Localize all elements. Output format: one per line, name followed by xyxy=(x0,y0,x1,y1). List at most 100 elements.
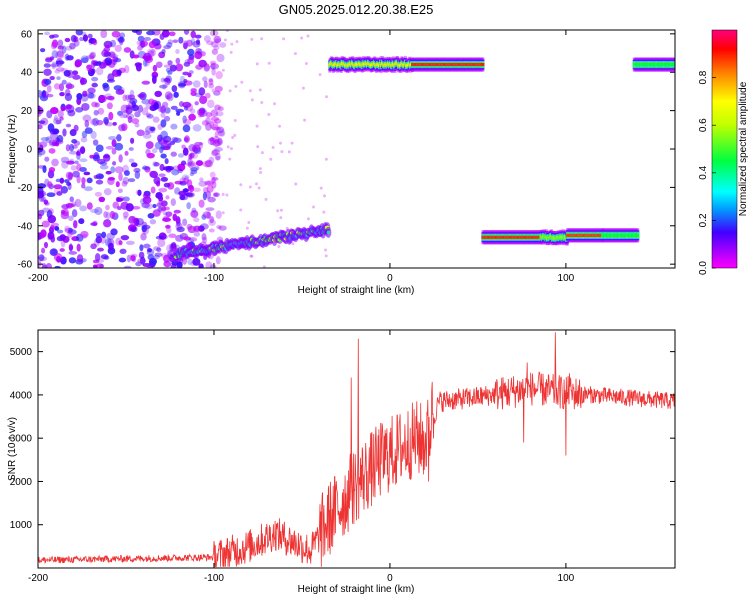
heatmap-cell xyxy=(143,36,151,41)
heatmap-cell xyxy=(247,220,251,224)
heatmap-cell xyxy=(303,118,307,122)
heatmap-cell xyxy=(181,174,190,180)
heatmap-cell xyxy=(55,60,65,65)
heatmap-cell xyxy=(137,45,143,51)
heatmap-cell xyxy=(205,261,213,268)
heatmap-cell xyxy=(127,116,133,124)
heatmap-cell xyxy=(312,205,316,209)
heatmap-cell xyxy=(190,210,199,218)
heatmap-cell xyxy=(200,51,206,57)
heatmap-cell xyxy=(51,39,59,48)
heatmap-cell xyxy=(102,153,111,162)
heatmap-cell xyxy=(187,160,197,169)
heatmap-cell xyxy=(262,265,266,268)
heatmap-cell xyxy=(326,230,330,235)
heatmap-cell xyxy=(214,146,223,152)
figure-title: GN05.2025.012.20.38.E25 xyxy=(279,2,434,17)
heatmap-cell xyxy=(481,62,485,67)
heatmap-cell xyxy=(76,254,84,263)
heatmap-cell xyxy=(137,258,147,264)
spectrogram-ylabel: Frequency (Hz) xyxy=(7,115,18,184)
heatmap-cell xyxy=(130,137,135,144)
heatmap-cell xyxy=(112,121,117,126)
heatmap-cell xyxy=(294,182,298,186)
heatmap-cell xyxy=(118,154,123,163)
heatmap-cell xyxy=(125,106,133,115)
heatmap-cell xyxy=(82,34,89,42)
heatmap-cell xyxy=(202,186,209,194)
heatmap-cell xyxy=(210,63,220,70)
heatmap-cell xyxy=(205,207,215,212)
heatmap-cell xyxy=(186,162,195,167)
heatmap-cell xyxy=(62,128,67,137)
heatmap-cell xyxy=(193,217,200,223)
heatmap-cell xyxy=(171,169,180,176)
heatmap-cell xyxy=(90,118,98,126)
heatmap-cell xyxy=(175,63,184,72)
spectrogram-ytick-label: -40 xyxy=(18,221,33,232)
heatmap-cell xyxy=(80,93,89,102)
snr-xlabel: Height of straight line (km) xyxy=(298,584,415,595)
heatmap-cell xyxy=(290,141,294,145)
heatmap-cell xyxy=(68,257,77,264)
heatmap-cell xyxy=(92,39,98,46)
heatmap-cell xyxy=(39,141,48,148)
heatmap-cell xyxy=(147,50,155,58)
heatmap-cell xyxy=(91,82,98,88)
heatmap-cell xyxy=(38,183,47,189)
heatmap-cell xyxy=(55,137,60,142)
heatmap-cell xyxy=(183,42,188,50)
heatmap-cell xyxy=(146,30,156,36)
heatmap-cell xyxy=(137,35,145,42)
heatmap-cell xyxy=(214,104,221,111)
heatmap-cell xyxy=(42,207,51,213)
heatmap-cell xyxy=(192,40,201,48)
heatmap-cell xyxy=(57,45,64,50)
heatmap-cell xyxy=(60,106,67,111)
heatmap-cell xyxy=(255,124,259,128)
heatmap-cell xyxy=(47,233,52,241)
heatmap-cell xyxy=(113,58,122,63)
heatmap-cell xyxy=(214,138,224,147)
heatmap-cell xyxy=(91,101,98,108)
heatmap-cell xyxy=(114,44,122,53)
heatmap-cell xyxy=(155,235,164,240)
heatmap-cell xyxy=(59,234,66,241)
heatmap-cell xyxy=(60,156,70,163)
heatmap-cell xyxy=(206,185,214,193)
heatmap-cell xyxy=(53,115,58,122)
heatmap-cell xyxy=(287,150,291,154)
heatmap-cell xyxy=(161,30,170,38)
heatmap-cell xyxy=(84,186,93,192)
heatmap-cell xyxy=(258,88,262,92)
heatmap-cell xyxy=(209,216,215,224)
heatmap-cell xyxy=(211,176,219,181)
heatmap-cell xyxy=(50,225,55,230)
heatmap-cell xyxy=(148,257,157,266)
heatmap-cell xyxy=(301,86,305,90)
heatmap-cell xyxy=(73,124,79,132)
heatmap-cell xyxy=(183,30,190,35)
heatmap-cell xyxy=(179,180,187,186)
heatmap-cell xyxy=(87,92,95,99)
heatmap-cell xyxy=(230,42,234,46)
heatmap-cell xyxy=(260,100,264,104)
colorbar: 0.0 0.2 0.4 0.6 0.8 Normalized spectral ampl… xyxy=(698,29,749,275)
heatmap-cell xyxy=(214,38,222,43)
heatmap-cell xyxy=(79,205,88,212)
heatmap-cell xyxy=(134,111,141,118)
heatmap-cell xyxy=(57,110,64,118)
heatmap-cell xyxy=(182,188,190,193)
heatmap-cell xyxy=(169,64,177,72)
heatmap-cell xyxy=(122,164,129,174)
heatmap-cell xyxy=(171,136,179,143)
heatmap-cell xyxy=(61,79,67,85)
heatmap-cell xyxy=(209,120,215,129)
snr-ticks: -200 -100 0 100 1000 2000 3000 4000 5000 xyxy=(10,330,675,584)
heatmap-cell xyxy=(97,107,105,115)
heatmap-cell xyxy=(214,152,221,161)
heatmap-cell xyxy=(319,186,323,190)
colorbar-tick-label: 0.0 xyxy=(698,261,709,275)
heatmap-cell xyxy=(156,247,162,253)
heatmap-cell xyxy=(198,199,205,208)
